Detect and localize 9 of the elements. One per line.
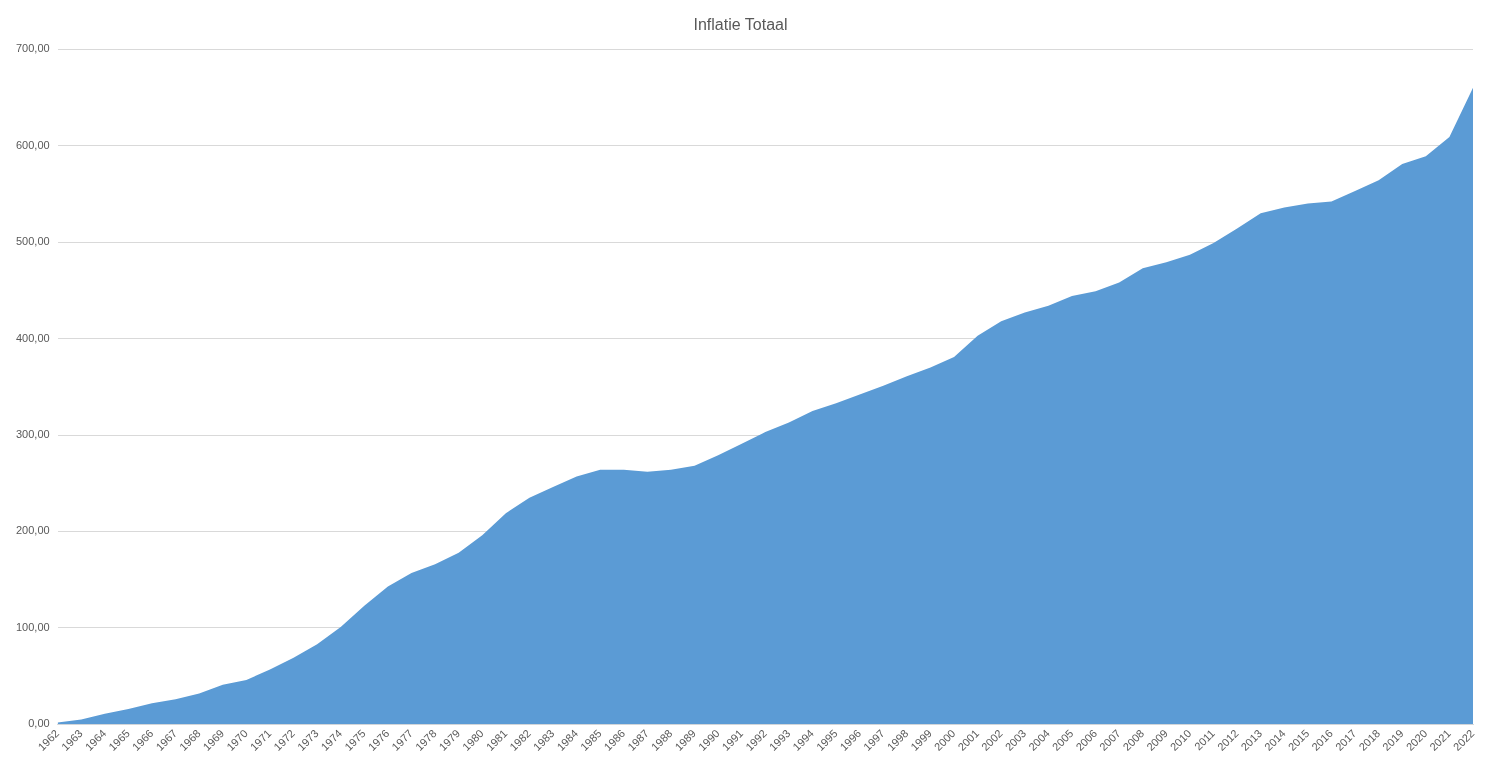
y-tick-label: 600,00 <box>15 138 50 151</box>
y-tick-label: 500,00 <box>15 235 50 248</box>
y-tick-label: 700,00 <box>15 42 50 55</box>
y-tick-label: 300,00 <box>15 428 50 441</box>
y-tick-label: 400,00 <box>15 331 50 344</box>
y-tick-label: 0,00 <box>28 717 50 730</box>
chart-title: Inflatie Totaal <box>693 16 788 34</box>
y-tick-label: 100,00 <box>15 620 50 633</box>
y-tick-label: 200,00 <box>15 524 50 537</box>
